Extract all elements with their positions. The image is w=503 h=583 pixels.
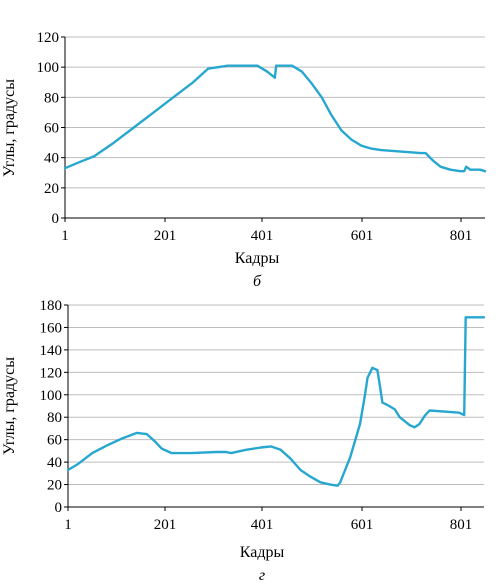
chart-b: 0 20 40 60 80 100 120 1 201 401 601 801 Углы, град… <box>1 30 487 290</box>
chart-g-x-tick-label: 801 <box>450 517 473 533</box>
chart-b-x-tick-label: 401 <box>251 228 274 244</box>
chart-g-y-tick-label: 160 <box>40 320 63 336</box>
chart-b-y-tick-label: 20 <box>44 181 59 197</box>
chart-g-y-tick-label: 60 <box>47 433 62 449</box>
chart-b-series-line <box>63 64 487 173</box>
chart-b-x-axis-title: Кадры <box>235 250 280 267</box>
chart-b-y-tick-label: 0 <box>52 211 60 227</box>
chart-g-y-tick-label: 80 <box>47 410 62 426</box>
chart-g-y-tick-label: 20 <box>47 478 62 494</box>
chart-g-x-axis-title: Кадры <box>240 544 285 561</box>
chart-g: 0 20 40 60 80 100 120 140 160 180 1 201 401 601 801 У… <box>1 298 486 583</box>
chart-g-y-tick-labels: 0 20 40 60 80 100 120 140 160 180 <box>40 298 68 516</box>
chart-g-y-tick-label: 120 <box>40 365 63 381</box>
chart-b-x-tick-label: 801 <box>450 228 473 244</box>
chart-b-x-tick-label: 201 <box>154 228 177 244</box>
chart-b-x-tick-label: 1 <box>61 228 69 244</box>
chart-g-y-tick-label: 140 <box>40 343 63 359</box>
chart-b-y-tick-label: 80 <box>44 90 59 106</box>
chart-g-gridlines <box>68 304 484 486</box>
chart-g-caption: г <box>259 567 265 583</box>
chart-b-y-tick-label: 40 <box>44 151 59 167</box>
chart-b-x-tick-label: 601 <box>351 228 374 244</box>
chart-g-x-tick-label: 1 <box>64 517 72 533</box>
chart-g-y-tick-label: 40 <box>47 455 62 471</box>
chart-g-x-tick-labels: 1 201 401 601 801 <box>64 507 472 533</box>
chart-g-series <box>66 316 486 487</box>
chart-g-x-tick-label: 601 <box>351 517 374 533</box>
chart-b-y-tick-label: 100 <box>37 60 60 76</box>
chart-b-gridlines <box>65 36 485 189</box>
chart-g-y-tick-label: 0 <box>55 500 63 516</box>
chart-g-x-tick-label: 201 <box>154 517 177 533</box>
chart-b-y-axis-title: Углы, градусы <box>1 79 18 177</box>
chart-g-y-tick-label: 180 <box>40 298 63 314</box>
chart-b-y-tick-labels: 0 20 40 60 80 100 120 <box>37 30 65 227</box>
chart-g-y-tick-label: 100 <box>40 388 63 404</box>
chart-b-series <box>63 64 487 173</box>
chart-b-x-tick-labels: 1 201 401 601 801 <box>61 218 472 244</box>
chart-b-y-tick-label: 120 <box>37 30 60 46</box>
chart-b-y-tick-label: 60 <box>44 121 59 137</box>
chart-b-caption: б <box>253 273 262 290</box>
chart-g-x-tick-label: 401 <box>251 517 274 533</box>
chart-g-series-line <box>66 316 486 487</box>
chart-g-y-axis-title: Углы, градусы <box>1 357 18 455</box>
